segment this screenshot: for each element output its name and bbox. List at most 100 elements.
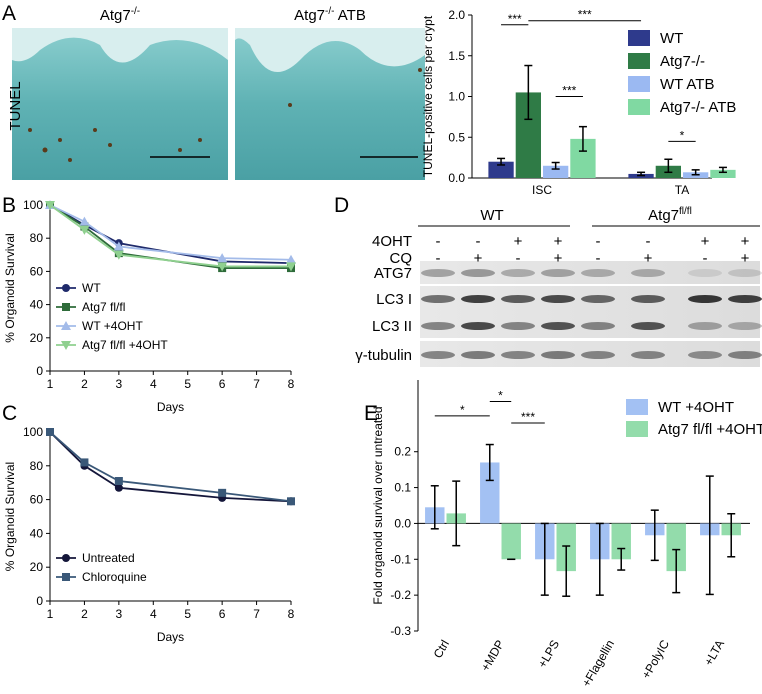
x-axis-title: Days [157,630,184,644]
legend-label: Atg7 fl/fl +4OHT [658,421,762,438]
marker [218,488,227,497]
treatment-sign: - [596,233,601,250]
band [461,351,495,359]
x-tick-label: ISC [532,183,552,197]
x-tick-label: 3 [116,607,123,621]
band [461,295,495,303]
treatment-sign: + [741,250,750,267]
y-axis-title: TUNEL-positive cells per crypt [421,15,435,177]
series-line [49,204,291,268]
lumen [235,28,425,72]
significance-label: *** [521,410,535,424]
legend-label: WT +4OHT [82,319,143,333]
x-tick-label: +MDP [478,638,507,674]
y-tick-label: 60 [30,493,44,507]
western-blot: WT Atg7fl/fl 4OHT - - + + - - + +CQ - + - + - + - +ATG7L… [355,206,762,367]
bar [501,523,521,560]
series-line [49,204,292,264]
panel-letter: D [334,194,349,217]
x-tick-label: +LPS [535,638,562,671]
group-label: WT [480,207,503,224]
y-axis-title: % Organoid Survival [3,462,17,571]
marker [287,497,295,506]
x-tick-label: 4 [150,607,157,621]
treatment-sign: - [516,250,521,267]
x-tick-label: 2 [81,607,88,621]
marker [113,250,124,260]
chart: -0.3 -0.2 -0.1 0.0 0.1 0.2 Fold organoid survi… [371,380,762,689]
treatment-sign: + [554,233,563,250]
treatment-sign: + [514,233,523,250]
y-tick-label: 80 [30,231,44,245]
y-axis-title: % Organoid Survival [3,233,17,342]
marker [45,201,55,210]
legend-label: Atg7 fl/fl +4OHT [82,338,168,352]
marker [46,428,54,436]
panel-letter: E [364,402,378,425]
y-tick-label: 0.0 [394,516,411,530]
band [421,295,455,303]
micrograph-area: TUNEL Atg7-/- Atg7-/- ATB [7,6,425,180]
legend-marker [62,303,70,311]
treatment-sign: + [644,250,653,267]
marker [286,262,296,272]
bar [488,161,514,178]
band [461,322,495,330]
legend-swatch [628,76,650,92]
chart: 0.0 0.5 1.0 1.5 2.0 TUNEL-positive cells per … [421,8,736,197]
band [728,295,762,303]
x-tick-label: 7 [253,377,260,391]
band [581,295,615,303]
legend-marker [62,554,70,562]
band [501,295,535,303]
y-tick-label: 20 [30,560,44,574]
x-tick-label: +Flagellin [579,638,617,690]
group-label: Atg7fl/fl [648,206,692,224]
band [421,269,455,277]
chart: 0 20 40 60 80 100 % Organoid Survival 1 2 3 4 5 6 7 8 D… [3,198,296,414]
band [501,269,535,277]
treatment-sign: - [703,250,708,267]
significance-label: * [460,403,465,417]
blot-strip [420,261,760,284]
legend-label: Atg7-/- ATB [660,99,736,116]
bar [710,169,736,178]
x-tick-label: 6 [219,607,226,621]
x-tick-label: 2 [81,377,88,391]
marker [217,262,228,272]
y-tick-label: 100 [23,198,43,212]
row-label: TUNEL [7,81,24,130]
x-tick-label: 1 [47,607,54,621]
band [461,269,495,277]
band [541,351,575,359]
y-tick-label: 80 [30,459,44,473]
y-tick-label: 0.5 [448,130,465,144]
legend-label: Chloroquine [82,570,147,584]
treatment-sign: + [554,250,563,267]
y-tick-label: 40 [30,526,44,540]
y-tick-label: 2.0 [448,8,465,22]
legend-marker [61,321,71,330]
y-tick-label: 60 [30,264,44,278]
y-tick-label: 0 [36,364,43,378]
treatment-sign: + [474,250,483,267]
bar [611,523,631,560]
y-tick-label: 20 [30,331,44,345]
lumen [12,28,228,63]
x-tick-label: 7 [253,607,260,621]
treatment-sign: - [476,233,481,250]
band [581,269,615,277]
band [631,269,665,277]
treatment-label: 4OHT [372,233,412,250]
y-tick-label: -0.1 [390,552,411,566]
band [421,351,455,359]
marker [286,254,296,264]
image-title: Atg7-/- [100,6,140,24]
blot-row-label: ATG7 [374,265,412,282]
y-tick-label: 0 [36,594,43,608]
y-tick-label: 100 [23,425,43,439]
band [581,322,615,330]
legend-marker [62,573,70,581]
charts: 0.0 0.5 1.0 1.5 2.0 TUNEL-positive cells per … [3,8,762,690]
